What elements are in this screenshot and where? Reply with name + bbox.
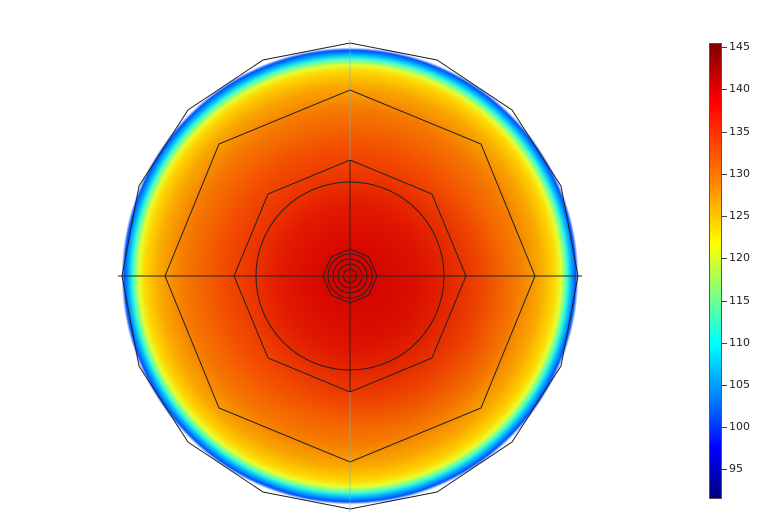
- colorbar-tick-label: 140: [729, 82, 750, 95]
- colorbar-tick-label: 110: [729, 336, 750, 349]
- colorbar-tick-label: 105: [729, 378, 750, 391]
- colorbar-tick-label: 130: [729, 167, 750, 180]
- hotspot-overlay: [255, 170, 515, 430]
- colorbar-tick: [722, 89, 727, 90]
- colorbar-tick-label: 125: [729, 209, 750, 222]
- colorbar-tick: [722, 385, 727, 386]
- colorbar-tick: [722, 132, 727, 133]
- center-ring-3: [332, 258, 368, 294]
- center-ring-4: [337, 263, 363, 289]
- colorbar-tick-label: 115: [729, 294, 750, 307]
- colorbar-tick-label: 95: [729, 462, 743, 475]
- colorbar-tick: [722, 301, 727, 302]
- colorbar-tick-label: 145: [729, 40, 750, 53]
- colorbar-tick: [722, 258, 727, 259]
- center-ring-5: [342, 268, 358, 284]
- colorbar-tick-label: 120: [729, 251, 750, 264]
- colorbar-tick: [722, 216, 727, 217]
- center-ring-1: [322, 248, 378, 304]
- colorbar-tick: [722, 47, 727, 48]
- colorbar-tick: [722, 469, 727, 470]
- colorbar-tick: [722, 174, 727, 175]
- colorbar-tick: [722, 343, 727, 344]
- center-ring-2: [327, 253, 373, 299]
- colorbar: [709, 43, 722, 499]
- colorbar-tick-label: 100: [729, 420, 750, 433]
- colorbar-tick-label: 135: [729, 125, 750, 138]
- colorbar-tick: [722, 427, 727, 428]
